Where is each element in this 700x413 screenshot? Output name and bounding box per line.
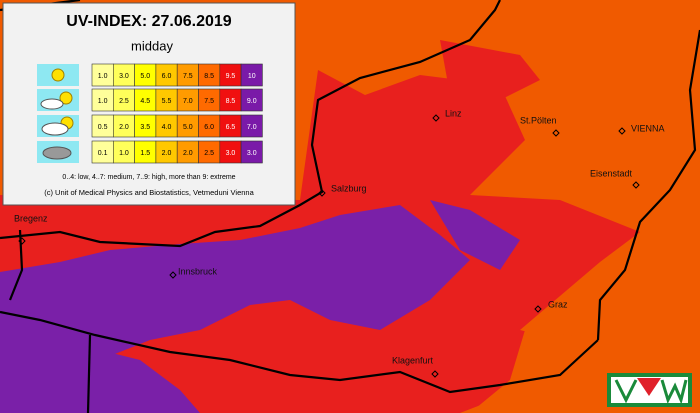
legend-value: 2.0 (183, 150, 193, 157)
scale-note: 0..4: low, 4..7: medium, 7..9: high, mor… (62, 174, 235, 181)
legend-title: UV-INDEX: 27.06.2019 (66, 13, 232, 30)
legend-value: 7.5 (204, 98, 214, 105)
legend-value: 1.5 (140, 150, 150, 157)
city-marker (431, 370, 439, 378)
logo-w (660, 379, 688, 405)
logo (607, 373, 692, 407)
legend-value: 0.1 (98, 150, 108, 157)
region-extreme-south (0, 330, 200, 413)
weather-icons (37, 64, 79, 163)
city-label: Innsbruck (178, 266, 218, 276)
legend-value: 9.5 (226, 73, 236, 80)
city-marker (552, 129, 560, 137)
city-marker (632, 181, 640, 189)
logo-v (614, 379, 638, 404)
legend-value: 6.5 (226, 124, 236, 131)
legend-value: 4.5 (140, 98, 150, 105)
legend-value: 10 (248, 73, 256, 80)
legend-value: 5.0 (183, 124, 193, 131)
legend-value: 5.5 (162, 98, 172, 105)
legend-value: 3.0 (119, 73, 129, 80)
legend-value: 2.5 (204, 150, 214, 157)
cloud (40, 98, 64, 110)
city-marker (169, 271, 177, 279)
copyright: (c) Unit of Medical Physics and Biostati… (44, 188, 254, 197)
city-label: Linz (445, 108, 462, 118)
city-label: Eisenstadt (590, 168, 633, 178)
legend-value: 4.0 (162, 124, 172, 131)
legend-value: 2.0 (162, 150, 172, 157)
legend-value: 2.0 (119, 124, 129, 131)
city-label: Graz (548, 299, 568, 309)
city-marker (318, 189, 326, 197)
legend-value: 3.0 (247, 150, 257, 157)
legend-value: 1.0 (98, 73, 108, 80)
legend-value: 2.5 (119, 98, 129, 105)
city-label: Klagenfurt (392, 355, 434, 365)
legend-value: 8.5 (226, 98, 236, 105)
legend-cell (240, 114, 263, 138)
city-marker (534, 305, 542, 313)
city-label: VIENNA (631, 123, 665, 133)
legend-value: 0.5 (98, 124, 108, 131)
legend-value: 7.0 (247, 124, 257, 131)
city-marker (618, 127, 626, 135)
legend-value: 1.0 (98, 98, 108, 105)
legend-value: 3.0 (226, 150, 236, 157)
city-marker (18, 237, 26, 245)
region-high-north (440, 40, 540, 100)
legend-cell (240, 140, 263, 164)
legend-cell (240, 63, 263, 87)
legend-value: 5.0 (140, 73, 150, 80)
legend-value: 1.0 (119, 150, 129, 157)
legend-value: 6.0 (162, 73, 172, 80)
legend-value: 7.0 (183, 98, 193, 105)
legend-cell (240, 88, 263, 112)
legend-value: 6.0 (204, 124, 214, 131)
sun (51, 68, 65, 82)
city-label: St.Pölten (520, 115, 557, 125)
legend-value: 7.5 (183, 73, 193, 80)
sun (59, 91, 73, 105)
legend-subtitle: midday (131, 38, 173, 53)
cloud (42, 146, 72, 160)
region-extreme (0, 205, 470, 365)
city-marker (432, 114, 440, 122)
city-label: Bregenz (14, 213, 48, 223)
legend-value: 8.5 (204, 73, 214, 80)
logo-triangle (637, 378, 661, 396)
cloud (41, 122, 69, 136)
city-label: Salzburg (331, 183, 367, 193)
legend-value: 3.5 (140, 124, 150, 131)
legend-value: 9.0 (247, 98, 257, 105)
region-extreme-east (430, 200, 520, 270)
